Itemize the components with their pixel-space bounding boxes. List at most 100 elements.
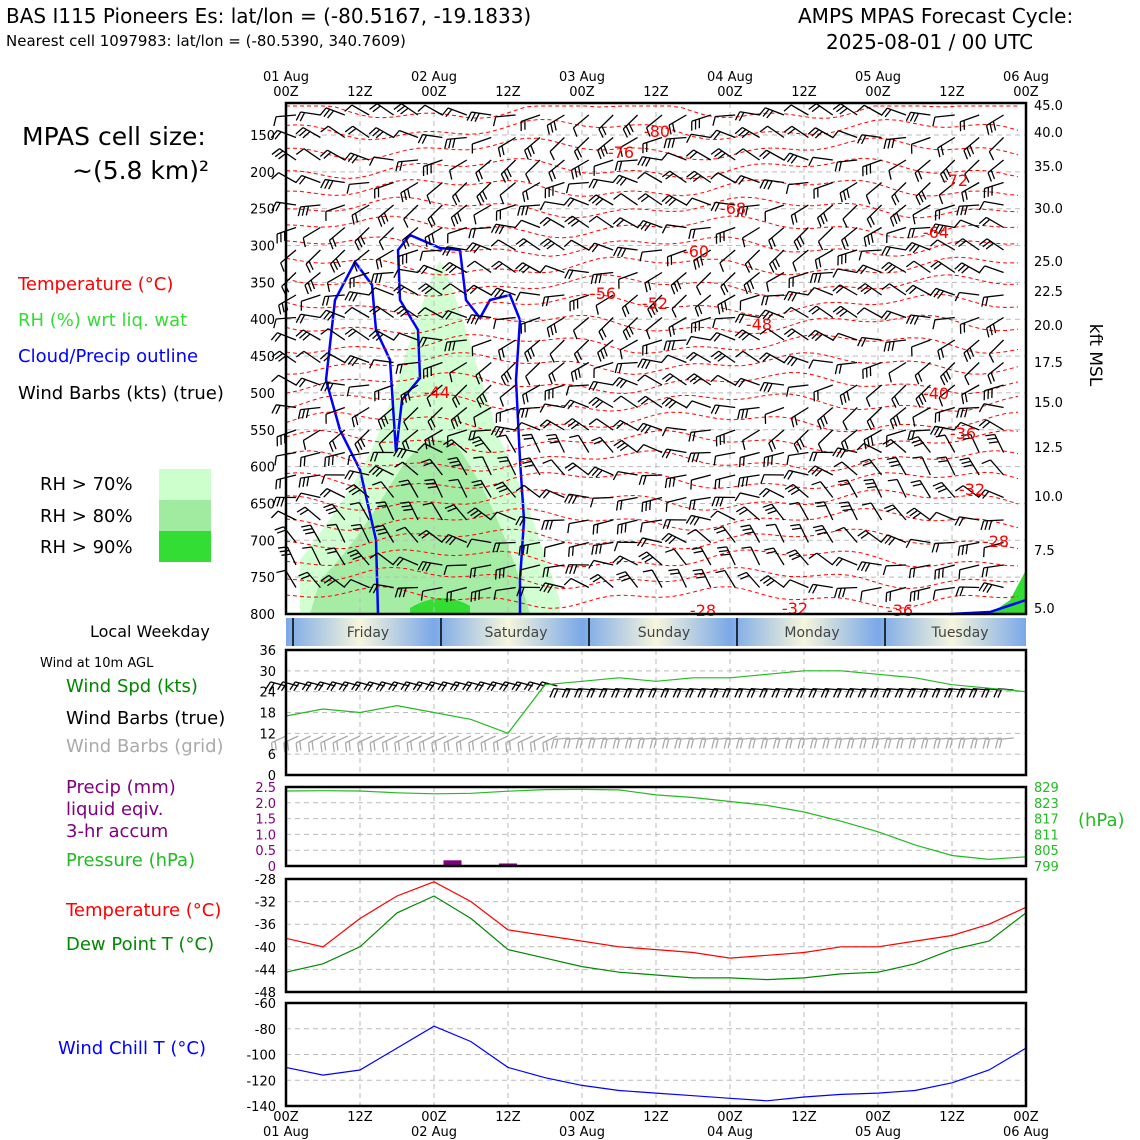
- wind-barb: [981, 687, 1002, 698]
- wind-barb: [587, 242, 614, 253]
- wind-barb: [857, 283, 882, 296]
- wind-barb: [475, 159, 492, 182]
- wind-barb: [590, 271, 614, 284]
- wind-barb: [638, 551, 663, 566]
- wind-barb: [392, 332, 419, 341]
- wind-barb: [661, 152, 687, 161]
- wind-barb: [642, 136, 663, 154]
- wind-barb: [515, 262, 541, 274]
- wind-barb: [994, 737, 1014, 749]
- wind-barb: [392, 129, 419, 139]
- wind-barb: [912, 406, 931, 427]
- wind-barb: [295, 111, 321, 122]
- wind-barb: [694, 294, 712, 317]
- top-day-tick: 03 Aug: [559, 70, 605, 85]
- wind-barb: [644, 271, 663, 293]
- wind-barb: [988, 137, 1005, 161]
- wind-barb: [426, 182, 443, 205]
- precip-tick-label: 1.0: [255, 828, 276, 843]
- wind-barb: [734, 175, 760, 185]
- wind-barb: [296, 506, 321, 521]
- wind-barb: [937, 136, 956, 158]
- forecast-title: AMPS MPAS Forecast Cycle:: [798, 4, 1074, 28]
- wind-barb: [466, 314, 492, 325]
- wind-barb: [734, 111, 760, 122]
- wind-barb: [856, 104, 882, 116]
- wind-barb: [320, 178, 345, 190]
- wind-barb: [945, 737, 965, 749]
- wind-barb: [373, 524, 395, 543]
- isotherm-label: -52: [642, 294, 668, 313]
- wind-barb: [637, 374, 663, 386]
- wind-barb: [685, 514, 711, 526]
- wind-barb: [270, 735, 287, 753]
- wind-barb: [833, 687, 854, 698]
- wind-barb: [856, 307, 882, 319]
- wind-barb: [272, 496, 297, 507]
- top-hour-tick: 00Z: [717, 85, 743, 100]
- isotherm-label: -40: [923, 384, 949, 403]
- wind-barb: [417, 443, 443, 454]
- wind-barb: [524, 339, 541, 362]
- wind-barb: [970, 737, 990, 749]
- wind-barb: [546, 114, 565, 135]
- wind-barb: [565, 564, 589, 575]
- wind-barb: [613, 541, 638, 552]
- legend-precip3: 3-hr accum: [66, 821, 169, 842]
- wind-barb: [637, 737, 657, 749]
- bottom-hour-tick: 00Z: [865, 1110, 891, 1125]
- wind-barb: [661, 737, 681, 749]
- isotherm-label: -32: [959, 480, 985, 499]
- wind-barb: [783, 328, 809, 341]
- wind-barb: [915, 384, 931, 408]
- wind-barb: [883, 737, 903, 749]
- pressure-level-label: 600: [250, 461, 275, 476]
- wind-barb: [914, 362, 931, 385]
- wind-barb: [546, 316, 565, 338]
- wind-barb: [378, 429, 395, 453]
- wind-barb: [744, 249, 761, 273]
- wind-barb: [982, 737, 1002, 749]
- wind-barb: [957, 737, 977, 749]
- legend-temperature: Temperature (°C): [18, 274, 174, 295]
- wind-barb: [449, 361, 468, 383]
- wind-barb: [417, 307, 443, 319]
- wind-barb: [793, 429, 809, 453]
- wind-barb: [748, 737, 768, 749]
- wind-barb: [462, 681, 484, 692]
- wind-barb: [842, 204, 858, 228]
- isotherm-line: [285, 118, 1019, 141]
- wind-barb: [759, 687, 780, 698]
- wind-barb: [955, 586, 980, 597]
- wind-barb: [614, 361, 638, 374]
- wind-barb: [933, 737, 953, 749]
- wind-barb: [473, 204, 492, 225]
- wind-barb: [490, 425, 516, 437]
- wind-barb: [685, 197, 712, 206]
- wind-barb: [264, 681, 287, 692]
- wind-barb: [885, 586, 907, 603]
- wind-barb: [834, 737, 854, 749]
- wind-barb: [541, 294, 565, 307]
- wind-barb: [645, 114, 663, 137]
- windchill-tick-label: -140: [246, 1100, 276, 1115]
- wind-barb: [521, 433, 541, 453]
- wind-barb: [639, 249, 663, 262]
- wind-barb: [983, 181, 1004, 198]
- wind-barb: [325, 547, 346, 566]
- wind-barb: [420, 586, 443, 601]
- wind-barb: [623, 687, 644, 698]
- wind-barb: [424, 478, 443, 498]
- temperature-line: [285, 881, 1027, 959]
- wind-barb: [858, 249, 882, 261]
- wind-barb: [985, 433, 1005, 453]
- wind-barb: [271, 172, 297, 184]
- wind-barb: [598, 317, 614, 341]
- wind-barb: [764, 204, 785, 222]
- wind-barb: [860, 458, 883, 476]
- wind-barb: [690, 474, 711, 490]
- wind-barb: [517, 204, 541, 216]
- wind-barb: [446, 429, 467, 446]
- top-hour-tick: 00Z: [273, 85, 299, 100]
- wind-barb: [319, 488, 346, 499]
